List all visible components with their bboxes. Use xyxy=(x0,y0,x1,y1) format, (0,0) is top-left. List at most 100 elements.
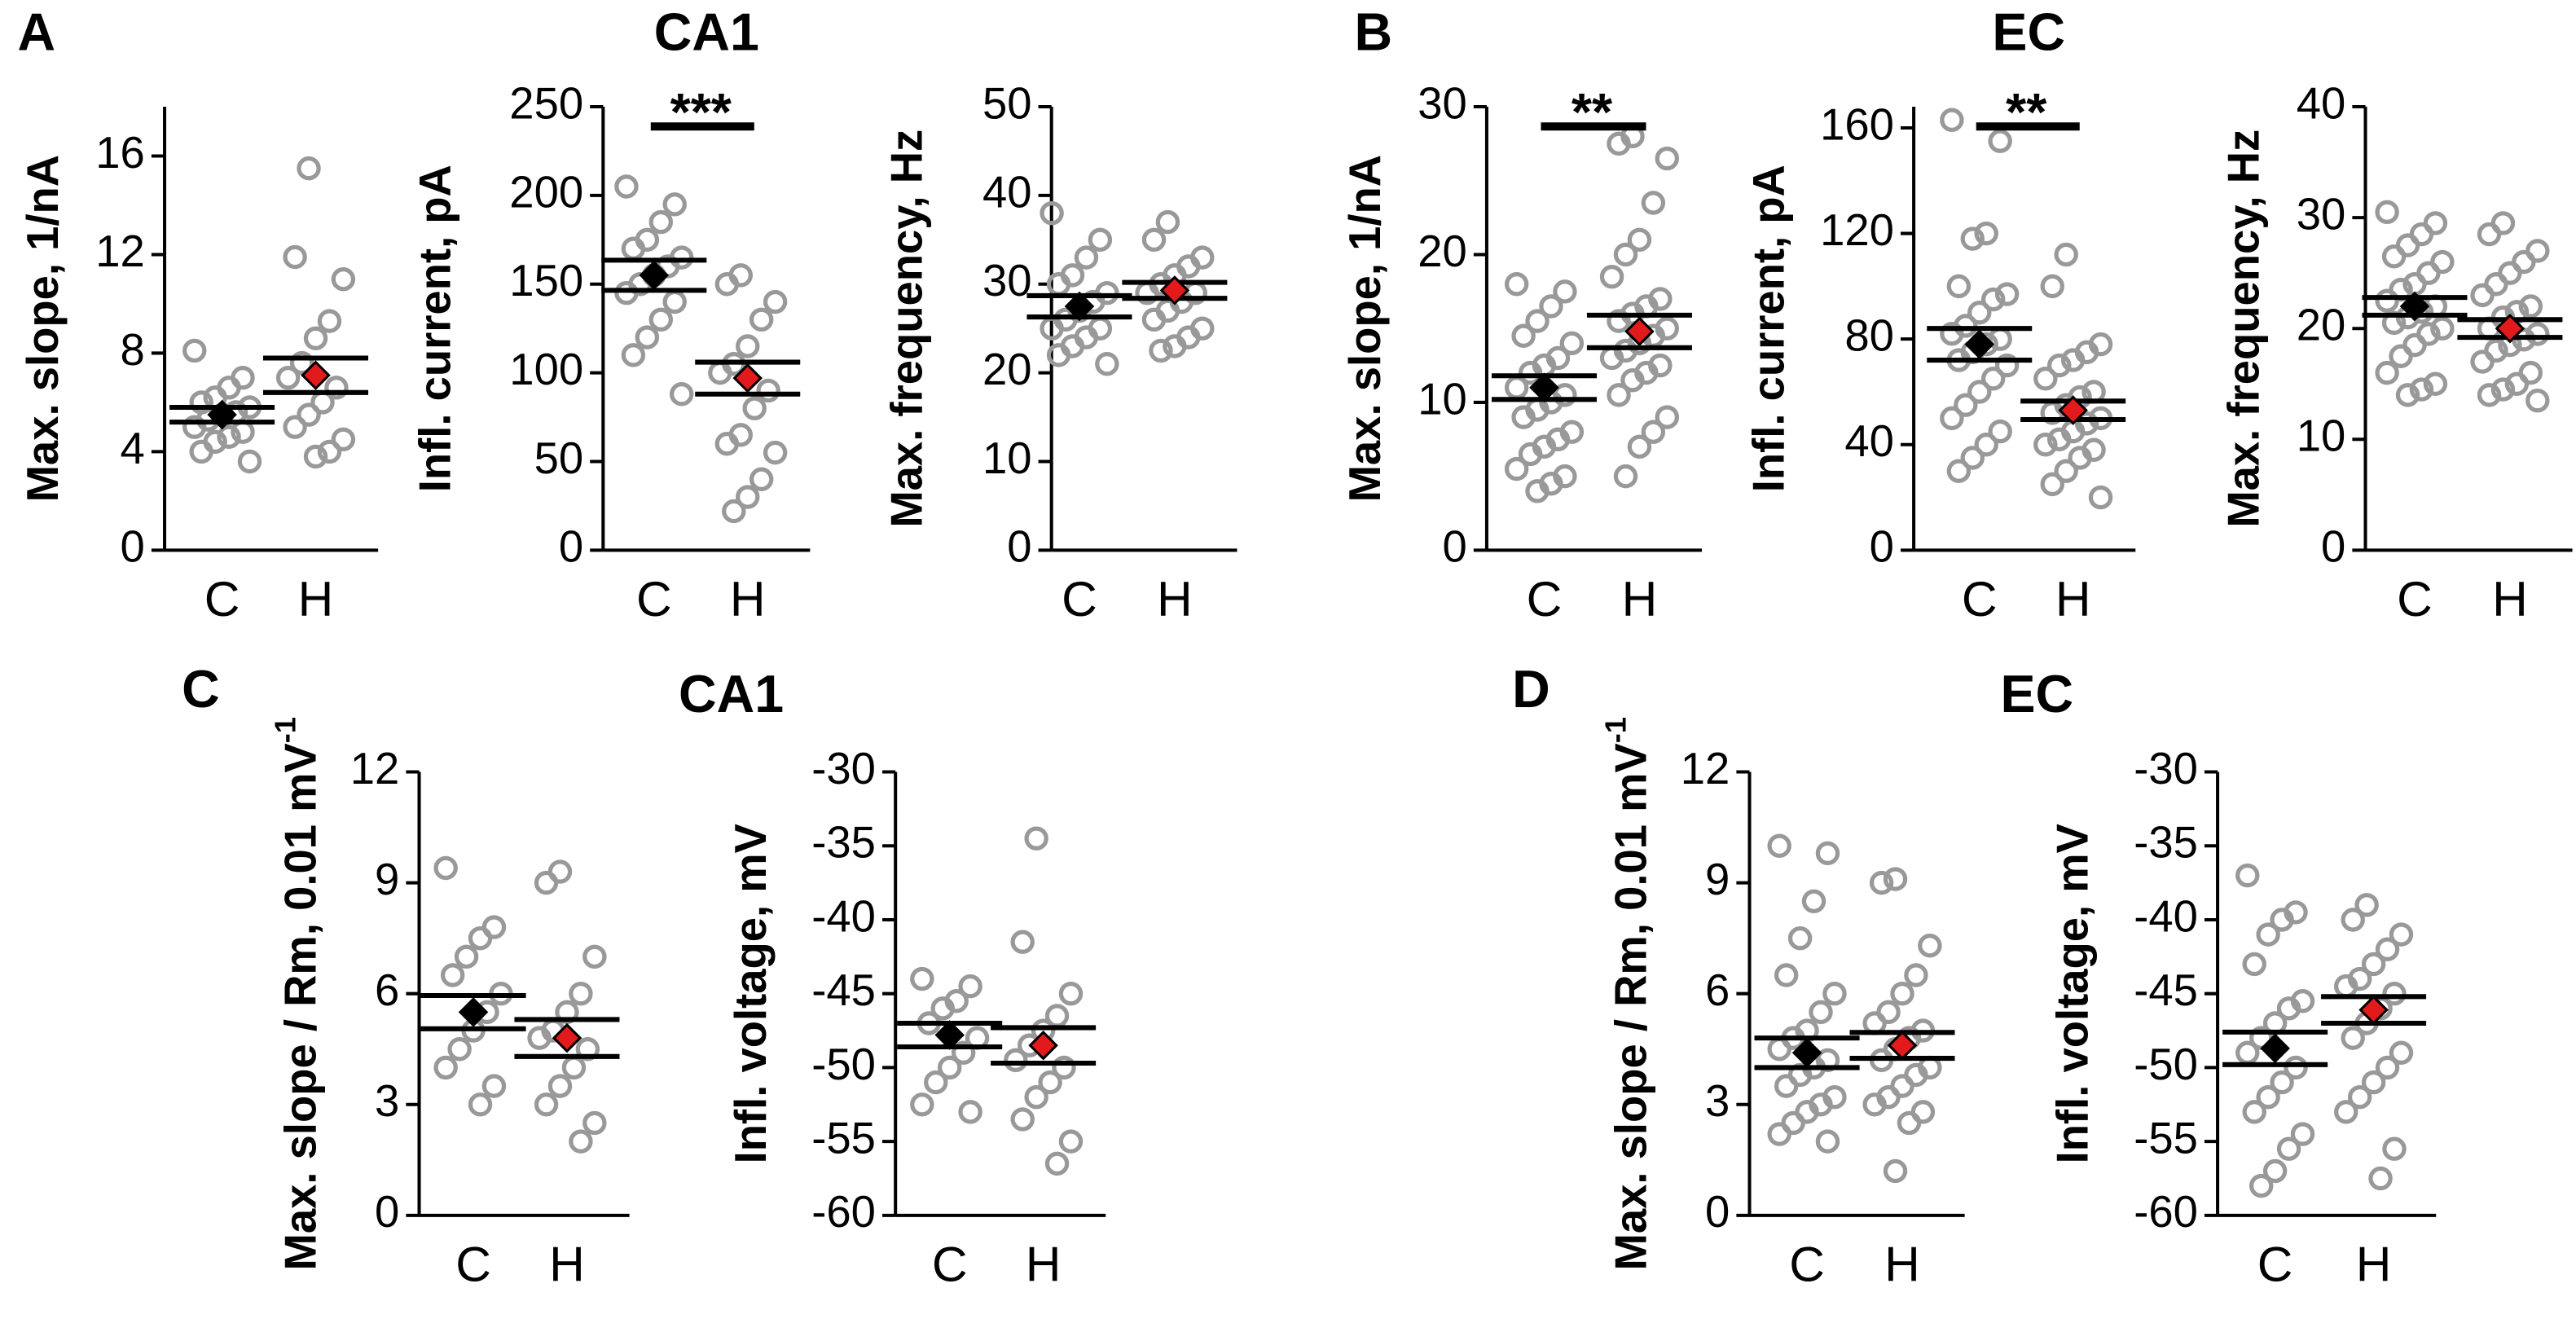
y-axis-label-text: Max. frequency, Hz xyxy=(882,130,932,528)
data-point xyxy=(2490,377,2516,402)
data-point xyxy=(1074,245,1099,270)
data-point xyxy=(2040,472,2064,497)
x-tick-label: C xyxy=(932,1236,968,1291)
y-tick-label: -45 xyxy=(811,965,876,1015)
data-point xyxy=(742,396,767,420)
data-point xyxy=(1607,309,1631,333)
data-point xyxy=(736,485,760,509)
data-point xyxy=(2518,294,2543,319)
y-tick-label: 30 xyxy=(1418,78,1467,128)
data-point xyxy=(2375,288,2399,313)
y-tick-label: 150 xyxy=(509,256,583,306)
data-point xyxy=(1518,360,1543,385)
data-point xyxy=(614,174,639,199)
data-point xyxy=(1613,242,1638,267)
y-tick-label: 4 xyxy=(121,424,145,473)
data-point xyxy=(1004,1048,1028,1073)
data-point xyxy=(217,376,241,400)
data-point xyxy=(614,280,639,306)
data-point xyxy=(2382,981,2407,1006)
y-tick-label: 20 xyxy=(1418,226,1467,276)
y-tick-label: 3 xyxy=(1705,1076,1730,1126)
data-point xyxy=(1822,981,1847,1006)
data-point xyxy=(182,415,207,439)
data-point xyxy=(534,870,559,895)
data-point xyxy=(433,1055,458,1080)
data-point xyxy=(1940,406,1964,431)
y-axis-label: Max. slope / Rm, 0.01 mV-1 xyxy=(268,717,325,1271)
data-point xyxy=(2276,1136,2301,1161)
data-point xyxy=(1974,433,1998,457)
data-point xyxy=(1815,1129,1840,1154)
y-tick-label: 10 xyxy=(2297,411,2346,461)
data-point xyxy=(2389,1040,2414,1065)
data-point xyxy=(440,963,465,987)
data-point xyxy=(2375,1055,2400,1080)
data-point xyxy=(2262,1158,2288,1184)
data-point xyxy=(2256,1084,2280,1110)
group-title: EC xyxy=(1992,2,2065,61)
data-point xyxy=(1897,1110,1922,1136)
y-axis-label-text: Infl. voltage, mV xyxy=(2048,824,2098,1163)
data-point xyxy=(1149,338,1173,363)
data-point xyxy=(1980,367,2006,391)
y-tick-label: -30 xyxy=(811,744,876,793)
data-point xyxy=(1641,191,1666,215)
y-tick-label: 6 xyxy=(375,965,399,1015)
significance-label: *** xyxy=(670,83,732,142)
mean-marker xyxy=(1964,329,1995,359)
x-tick-label: C xyxy=(636,571,672,626)
data-point xyxy=(1010,930,1035,954)
mean-marker xyxy=(301,360,331,390)
y-tick-label: -30 xyxy=(2134,744,2198,793)
data-point xyxy=(275,365,301,390)
data-point xyxy=(561,1055,587,1080)
data-point xyxy=(303,444,328,469)
data-point xyxy=(1890,981,1914,1006)
y-axis-label-text: Max. slope, 1/nA xyxy=(18,155,68,502)
y-tick-label: 40 xyxy=(2297,78,2346,128)
y-tick-label: 10 xyxy=(982,433,1032,483)
y-tick-label: 8 xyxy=(121,325,145,375)
data-point xyxy=(454,944,479,969)
x-tick-label: C xyxy=(1789,1236,1825,1291)
data-point xyxy=(582,1110,607,1136)
data-point xyxy=(1620,367,1645,393)
mean-marker xyxy=(639,260,670,291)
data-point xyxy=(289,350,314,376)
data-point xyxy=(1010,1107,1035,1132)
y-tick-label: 160 xyxy=(1820,99,1894,149)
data-point xyxy=(2504,371,2530,396)
y-tick-label: 30 xyxy=(982,256,1032,306)
data-point xyxy=(2341,1026,2365,1050)
data-point xyxy=(2409,377,2434,402)
data-point xyxy=(2477,222,2502,247)
data-point xyxy=(1511,405,1536,429)
y-axis-label-text: Max. frequency, Hz xyxy=(2219,130,2269,528)
y-tick-label: 12 xyxy=(1681,744,1730,793)
data-point xyxy=(189,439,213,464)
y-tick-label: 200 xyxy=(509,167,583,217)
data-point xyxy=(468,1092,493,1117)
data-point xyxy=(1095,352,1119,376)
data-point xyxy=(1155,209,1180,235)
data-point xyxy=(1767,1122,1791,1146)
data-point xyxy=(1918,934,1942,958)
y-tick-label: 20 xyxy=(982,345,1032,394)
y-tick-label: 0 xyxy=(2321,522,2345,572)
data-point xyxy=(1809,1000,1833,1025)
data-point xyxy=(662,289,687,314)
data-point xyxy=(1904,963,1928,987)
data-point xyxy=(1046,343,1071,367)
data-point xyxy=(1539,294,1563,319)
data-point xyxy=(2381,244,2407,269)
data-point xyxy=(1946,459,1972,483)
y-tick-label: 80 xyxy=(1844,311,1894,361)
data-point xyxy=(1052,1055,1076,1080)
data-point xyxy=(1511,323,1536,348)
data-point xyxy=(569,1129,593,1154)
data-point xyxy=(1774,1074,1799,1098)
y-tick-label: 0 xyxy=(559,522,583,572)
data-point xyxy=(582,944,607,969)
data-point xyxy=(1559,331,1585,356)
